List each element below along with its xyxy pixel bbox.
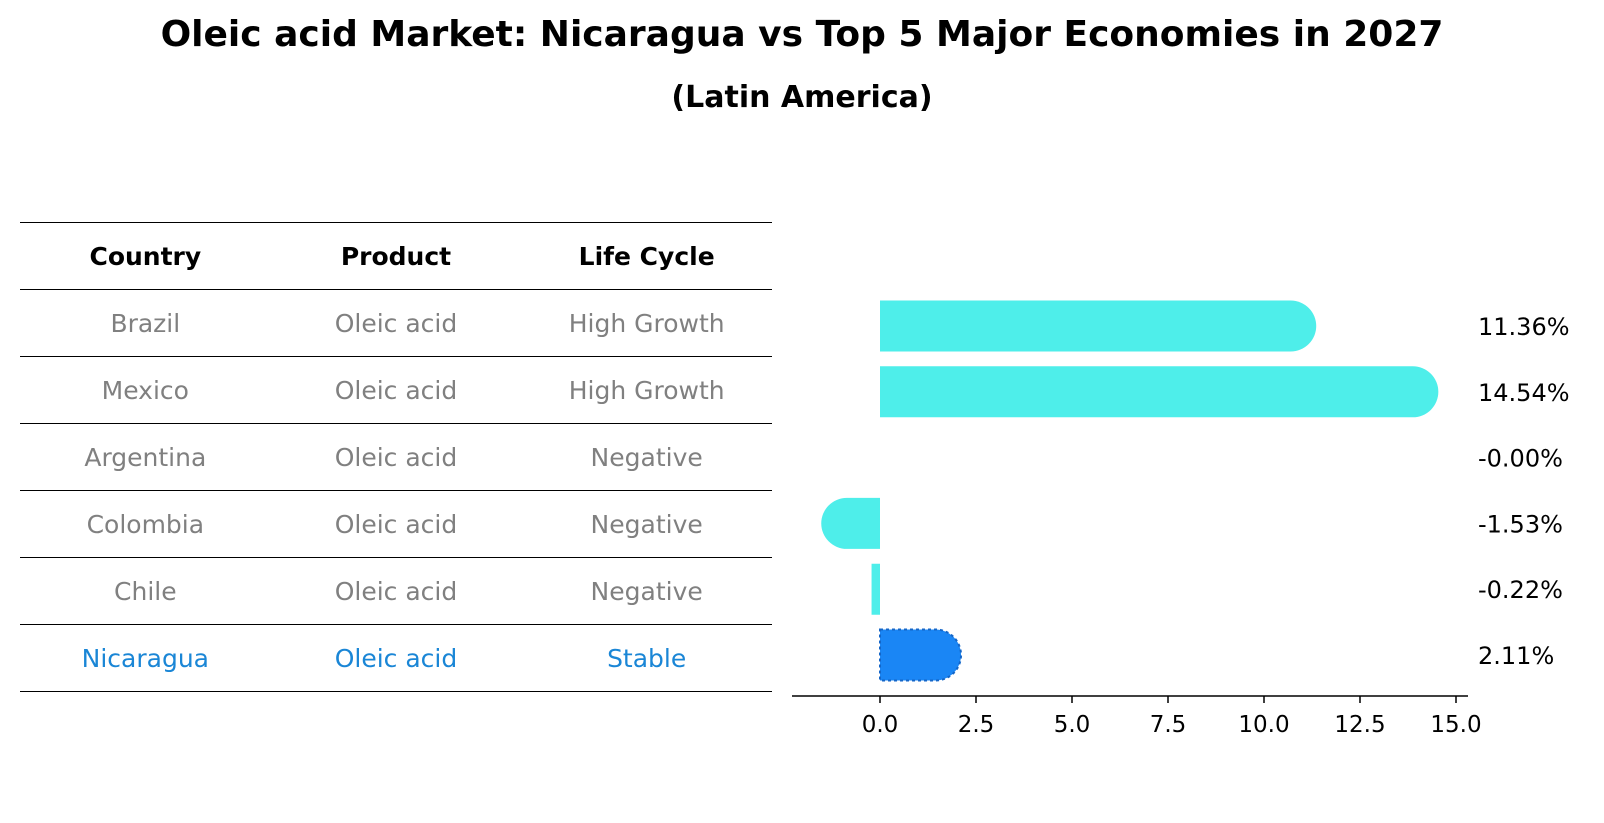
bar-mexico (880, 366, 1439, 418)
header-product: Product (270, 222, 522, 290)
cell-country: Mexico (20, 356, 271, 424)
header-life-cycle: Life Cycle (521, 222, 772, 290)
value-label-nicaragua: 2.11% (1478, 642, 1554, 670)
cell-country: Argentina (20, 423, 271, 491)
table-row: Mexico Oleic acid High Growth (20, 356, 772, 424)
bar-brazil (880, 300, 1317, 352)
table-row: Argentina Oleic acid Negative (20, 423, 772, 491)
bar-nicaragua (879, 628, 963, 682)
x-tick-label: 10.0 (1238, 712, 1289, 738)
cell-country: Nicaragua (20, 624, 271, 692)
bar-chile (871, 563, 880, 615)
cell-product: Oleic acid (270, 490, 522, 558)
cell-life-cycle: Negative (521, 423, 772, 491)
x-tick-label: 5.0 (1054, 712, 1091, 738)
x-tick-label: 15.0 (1430, 712, 1481, 738)
cell-life-cycle: Negative (521, 557, 772, 625)
cell-life-cycle: High Growth (521, 356, 772, 424)
cell-product: Oleic acid (270, 356, 522, 424)
cell-country: Colombia (20, 490, 271, 558)
value-label-mexico: 14.54% (1478, 379, 1570, 407)
data-table: Country Product Life Cycle Brazil Oleic … (20, 222, 772, 692)
table-row: Chile Oleic acid Negative (20, 557, 772, 625)
cell-life-cycle: Negative (521, 490, 772, 558)
value-label-colombia: -1.53% (1478, 510, 1563, 538)
value-label-brazil: 11.36% (1478, 313, 1570, 341)
chart-subtitle: (Latin America) (671, 80, 933, 115)
header-country: Country (20, 222, 271, 290)
chart-title: Oleic acid Market: Nicaragua vs Top 5 Ma… (160, 14, 1444, 55)
x-tick-label: 12.5 (1334, 712, 1385, 738)
cell-life-cycle: Stable (521, 624, 772, 692)
x-tick-label: 2.5 (958, 712, 995, 738)
cell-life-cycle: High Growth (521, 289, 772, 357)
value-label-chile: -0.22% (1478, 576, 1563, 604)
table-row-highlight: Nicaragua Oleic acid Stable (20, 624, 772, 692)
table-header-row: Country Product Life Cycle (20, 222, 772, 290)
x-tick-label: 7.5 (1150, 712, 1187, 738)
table-row: Brazil Oleic acid High Growth (20, 289, 772, 357)
cell-product: Oleic acid (270, 423, 522, 491)
cell-product: Oleic acid (270, 557, 522, 625)
bar-colombia (821, 497, 880, 549)
x-tick-label: 0.0 (862, 712, 899, 738)
cell-country: Brazil (20, 289, 271, 357)
cell-product: Oleic acid (270, 289, 522, 357)
cell-country: Chile (20, 557, 271, 625)
cell-product: Oleic acid (270, 624, 522, 692)
table-row: Colombia Oleic acid Negative (20, 490, 772, 558)
value-label-argentina: -0.00% (1478, 445, 1563, 473)
